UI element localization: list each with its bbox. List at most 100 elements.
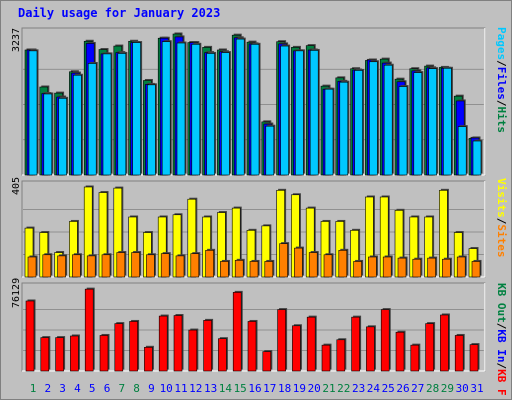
sites-bar-24	[368, 256, 377, 278]
kb-f-bar-13	[203, 320, 212, 372]
day-label-23: 23	[352, 382, 365, 395]
sites-bar-15	[234, 260, 244, 278]
pages-bar-6	[102, 53, 112, 176]
sites-bar-28	[427, 257, 436, 278]
day-label-26: 26	[396, 382, 409, 395]
pages-bar-7	[117, 53, 127, 176]
kb-f-bar-21	[321, 344, 331, 372]
pages-bar-4	[73, 74, 82, 176]
day-label-11: 11	[174, 382, 187, 395]
kb-f-bar-19	[292, 325, 301, 372]
pages-bar-29	[443, 67, 452, 176]
pages-bar-12	[191, 44, 201, 176]
pages-bar-20	[309, 50, 319, 176]
sites-bar-17	[264, 261, 274, 278]
day-label-16: 16	[248, 382, 261, 395]
day-label-31: 31	[470, 382, 483, 395]
kb-f-bar-2	[40, 337, 50, 372]
day-label-15: 15	[234, 382, 247, 395]
pages-bar-8	[132, 42, 141, 176]
sites-bar-14	[220, 261, 229, 278]
sites-bar-5	[86, 255, 96, 278]
kb-f-bar-29	[440, 314, 449, 372]
pages-bar-23	[354, 70, 363, 176]
pages-bar-16	[250, 44, 260, 176]
pages-bar-2	[43, 93, 53, 176]
day-label-22: 22	[337, 382, 350, 395]
kb-f-bar-30	[454, 335, 464, 372]
pages-bar-22	[339, 81, 349, 176]
kb-f-bar-6	[99, 335, 109, 372]
pages-bar-13	[206, 53, 215, 176]
pages-bar-18	[280, 45, 289, 176]
kb-f-bar-22	[336, 339, 346, 372]
pages-bar-30	[457, 126, 467, 176]
sites-bar-16	[249, 261, 259, 278]
sites-bar-11	[175, 255, 185, 278]
chart-title: Daily usage for January 2023	[18, 6, 221, 20]
pages-bar-5	[87, 63, 97, 176]
pages-bar-19	[295, 50, 304, 176]
sites-bar-29	[442, 258, 451, 278]
kb-f-bar-3	[55, 337, 64, 372]
day-label-19: 19	[293, 382, 306, 395]
kb-f-bar-5	[84, 288, 94, 372]
pages-bar-1	[28, 50, 38, 176]
day-label-17: 17	[263, 382, 276, 395]
pages-bar-27	[413, 72, 423, 176]
sites-bar-25	[382, 256, 392, 278]
kb-f-bar-31	[469, 344, 479, 372]
day-label-6: 6	[104, 382, 111, 395]
sites-bar-18	[279, 243, 288, 278]
day-label-14: 14	[219, 382, 233, 395]
pages-bar-10	[161, 41, 171, 176]
kb-f-bar-11	[173, 315, 183, 372]
kb-f-bar-24	[366, 326, 375, 372]
day-label-5: 5	[89, 382, 96, 395]
pages-bar-14	[221, 52, 230, 176]
kb-f-bar-25	[380, 309, 390, 372]
pages-bar-9	[147, 84, 156, 176]
kb-f-bar-17	[262, 351, 272, 372]
sites-bar-31	[471, 261, 481, 278]
pages-bar-31	[472, 140, 482, 176]
kb-f-bar-28	[425, 323, 434, 372]
sites-bar-10	[160, 253, 170, 278]
kb-f-bar-8	[129, 321, 138, 372]
kb-f-bar-16	[247, 321, 257, 372]
kb-f-bar-10	[158, 315, 168, 372]
sites-bar-22	[338, 250, 348, 278]
kb-f-bar-12	[188, 329, 198, 372]
kb-f-bar-26	[395, 331, 405, 372]
day-label-13: 13	[204, 382, 217, 395]
day-label-24: 24	[367, 382, 381, 395]
day-label-30: 30	[456, 382, 469, 395]
day-label-18: 18	[278, 382, 291, 395]
sites-bar-23	[353, 261, 362, 278]
sites-bar-9	[146, 254, 155, 278]
day-label-1: 1	[30, 382, 37, 395]
pages-bar-28	[428, 68, 437, 176]
day-label-21: 21	[322, 382, 335, 395]
kb-f-bar-4	[70, 335, 79, 372]
day-label-10: 10	[160, 382, 173, 395]
day-label-20: 20	[308, 382, 321, 395]
kb-f-bar-9	[144, 347, 153, 372]
pages-bar-26	[398, 86, 408, 176]
kb-f-bar-23	[351, 316, 360, 372]
kb-f-bar-7	[114, 323, 124, 372]
day-label-29: 29	[441, 382, 454, 395]
kb-f-bar-20	[306, 316, 316, 372]
day-label-12: 12	[189, 382, 202, 395]
pages-bar-17	[265, 125, 275, 176]
day-label-25: 25	[382, 382, 395, 395]
pages-bar-15	[235, 38, 245, 176]
sites-bar-13	[205, 250, 214, 278]
day-label-9: 9	[148, 382, 155, 395]
sites-bar-2	[42, 254, 52, 278]
pages-bar-3	[58, 98, 67, 176]
day-label-27: 27	[411, 382, 424, 395]
sites-bar-1	[27, 256, 37, 278]
sites-bar-26	[397, 257, 407, 278]
